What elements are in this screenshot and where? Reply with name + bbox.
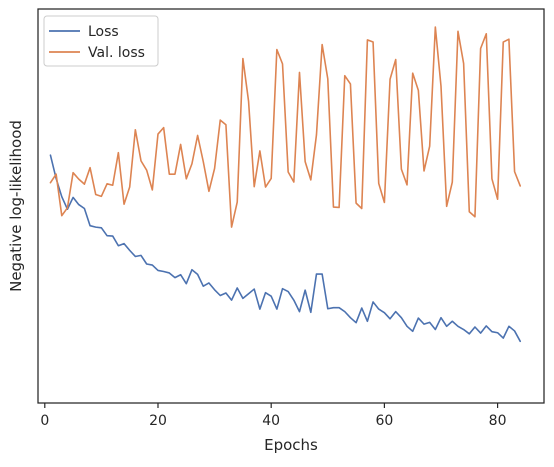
series-line-val-loss (49, 26, 522, 228)
legend-box (43, 15, 159, 67)
legend-label: Loss (88, 24, 119, 40)
legend-label: Val. loss (88, 45, 145, 61)
x-tick-label: 60 (375, 413, 393, 429)
axes-frame (37, 8, 545, 404)
x-axis-label: Epochs (264, 436, 318, 454)
x-tick-label: 40 (262, 413, 280, 429)
plot-area (49, 26, 522, 343)
x-axis-ticks: 0 20 40 60 80 (40, 403, 507, 429)
x-tick-label: 80 (489, 413, 507, 429)
series-line-loss (49, 154, 522, 343)
legend: Loss Val. loss (43, 15, 159, 67)
x-tick-label: 0 (40, 413, 49, 429)
y-axis-label: Negative log-likelihood (7, 120, 25, 292)
x-tick-label: 20 (149, 413, 167, 429)
